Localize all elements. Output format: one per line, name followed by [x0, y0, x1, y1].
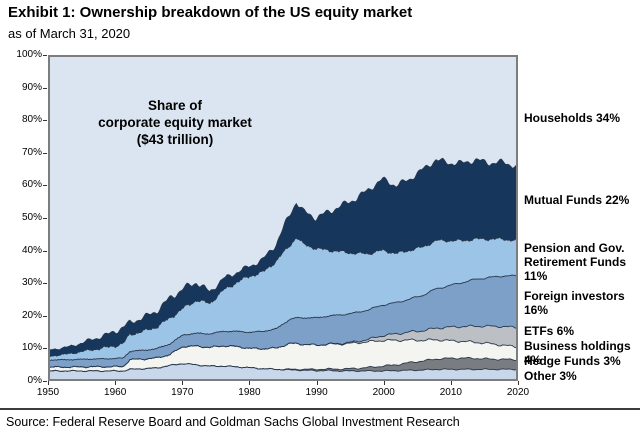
boundary-foreign-investors: [50, 274, 516, 361]
area-other: [50, 363, 516, 379]
area-foreign-investors: [50, 274, 516, 368]
x-tick-label: 1970: [171, 387, 194, 398]
x-tick-mark: [450, 381, 452, 385]
y-tick-label: 90%: [21, 81, 42, 93]
y-tick-label: 70%: [21, 146, 42, 158]
as-of-date: as of March 31, 2020: [8, 26, 131, 41]
y-tick-label: 0%: [27, 375, 42, 386]
x-tick-mark: [115, 381, 117, 385]
y-tick-label: 20%: [21, 309, 42, 321]
y-tick-mark: [43, 250, 47, 252]
chart-canvas: [50, 157, 516, 379]
x-tick-label: 1960: [104, 387, 127, 398]
series-label: Business holdings 4%: [524, 339, 631, 367]
footer-divider: [0, 408, 640, 410]
boundary-mutual-funds: [50, 157, 516, 351]
series-label: Mutual Funds 22%: [524, 193, 630, 207]
boundary-pension-gov-retirement: [50, 236, 516, 358]
x-tick-mark: [182, 381, 184, 385]
series-label: Households 34%: [524, 111, 621, 125]
area-pension-gov-retirement: [50, 237, 516, 361]
y-tick-label: 60%: [21, 179, 42, 191]
y-tick-label: 50%: [21, 212, 42, 223]
y-tick-mark: [43, 152, 47, 154]
area-mutual-funds: [50, 158, 516, 357]
y-tick-mark: [43, 55, 47, 56]
y-tick-label: 100%: [16, 49, 42, 60]
series-label: ETFs 6%: [524, 324, 575, 338]
y-tick-label: 30%: [21, 277, 42, 289]
boundary-etfs: [50, 324, 516, 369]
y-tick-label: 40%: [21, 244, 42, 256]
y-tick-mark: [43, 381, 47, 382]
x-tick-label: 2020: [506, 387, 530, 398]
x-tick-label: 1980: [238, 387, 261, 398]
y-tick-mark: [43, 315, 47, 317]
x-tick-mark: [383, 381, 385, 385]
y-tick-label: 10%: [21, 342, 42, 354]
y-tick-mark: [43, 283, 47, 285]
series-label: Pension and Gov. Retirement Funds 11%: [524, 241, 627, 283]
x-tick-mark: [249, 381, 251, 385]
series-label: Foreign investors 16%: [524, 289, 625, 317]
x-tick-label: 1990: [305, 387, 328, 398]
y-tick-mark: [43, 348, 47, 350]
boundary-hedge-funds: [50, 356, 516, 373]
x-tick-mark: [48, 381, 49, 385]
x-tick-label: 1950: [36, 387, 60, 398]
stacked-area-chart: [48, 55, 518, 381]
y-tick-mark: [43, 120, 47, 122]
source-note: Source: Federal Reserve Board and Goldma…: [6, 415, 460, 429]
area-hedge-funds: [50, 357, 516, 372]
y-tick-mark: [43, 185, 47, 187]
area-business-holdings: [50, 338, 516, 372]
x-tick-mark: [518, 381, 519, 385]
y-tick-label: 80%: [21, 114, 42, 126]
x-tick-label: 2010: [439, 387, 462, 398]
series-label: Hedge Funds 3%: [524, 354, 621, 368]
series-label: Other 3%: [524, 369, 577, 383]
exhibit-title: Exhibit 1: Ownership breakdown of the US…: [8, 4, 413, 21]
x-tick-label: 2000: [372, 387, 395, 398]
y-tick-mark: [43, 87, 47, 89]
x-tick-mark: [316, 381, 318, 385]
area-etfs: [50, 324, 516, 368]
chart-annotation: Share of corporate equity market ($43 tr…: [98, 98, 252, 147]
y-tick-mark: [43, 218, 47, 219]
